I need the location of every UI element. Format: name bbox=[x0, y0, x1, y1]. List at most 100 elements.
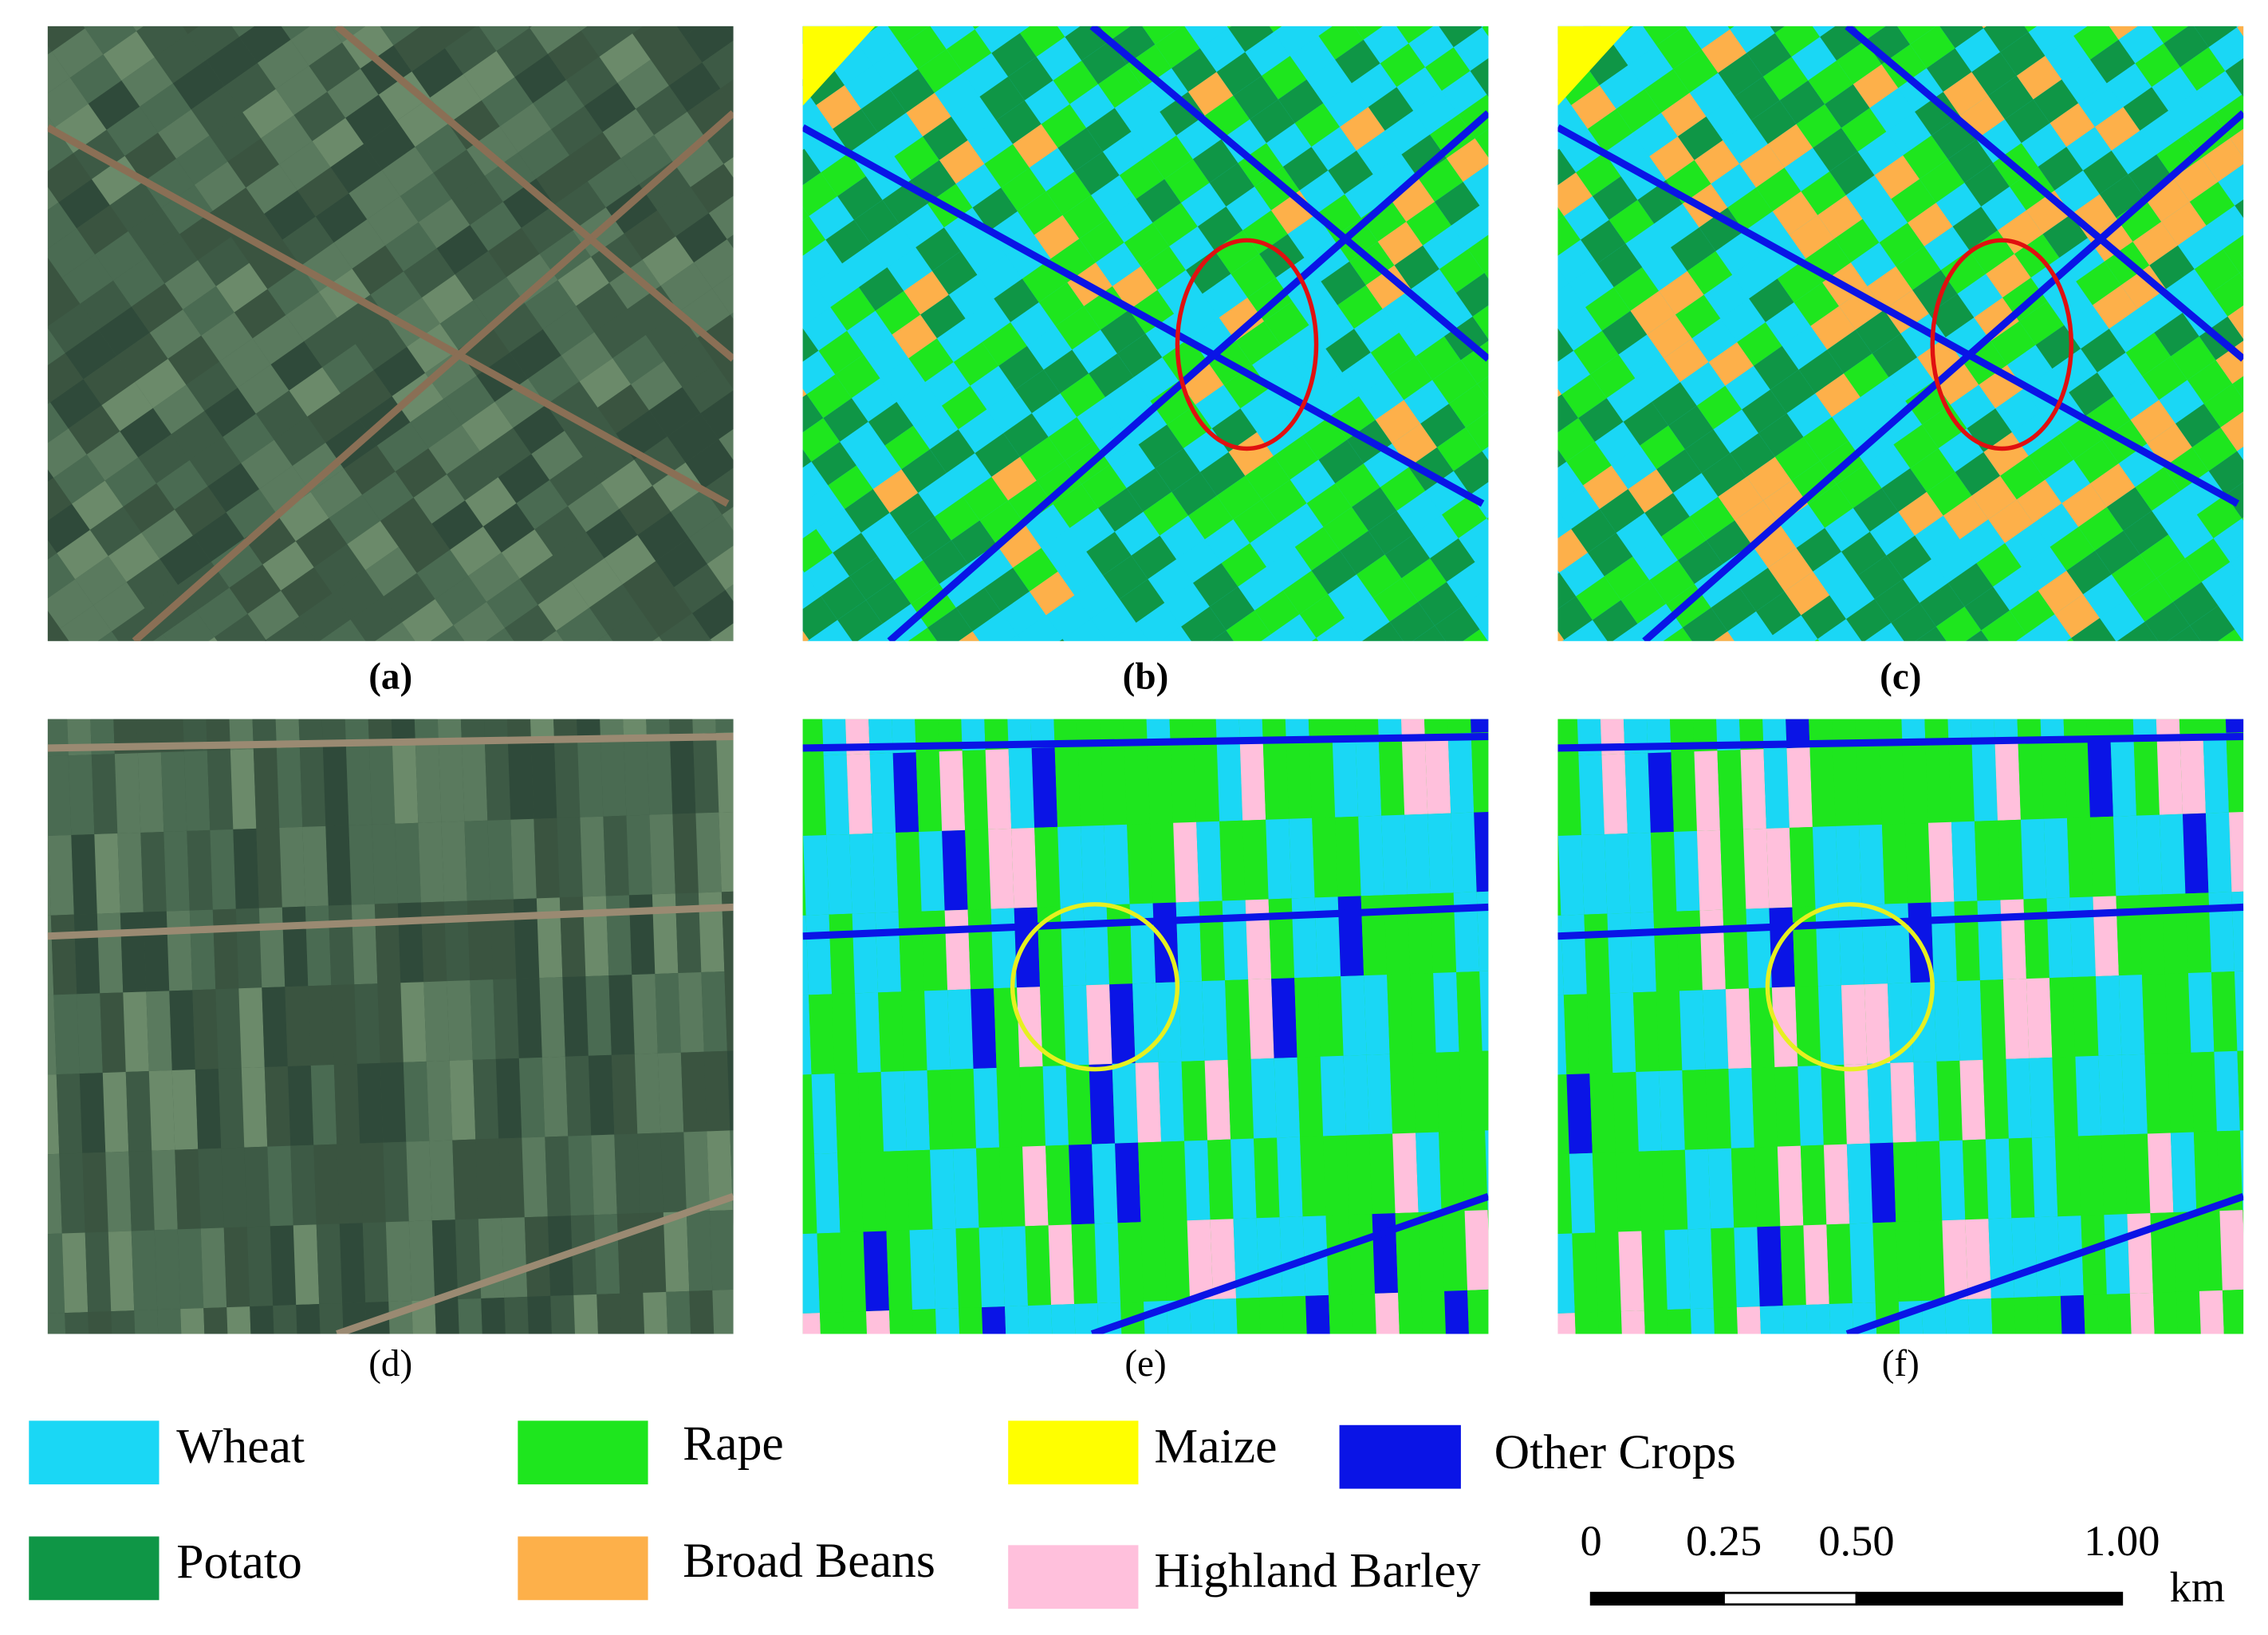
field bbox=[1228, 431, 1274, 476]
field bbox=[2133, 645, 2178, 689]
field bbox=[1335, 816, 1361, 897]
field bbox=[2052, 1056, 2078, 1137]
field bbox=[375, 26, 427, 45]
field bbox=[1372, 1213, 1399, 1294]
field bbox=[1535, 570, 1561, 651]
field bbox=[975, 433, 1021, 477]
field bbox=[2179, 733, 2206, 814]
field bbox=[2045, 36, 2090, 80]
legend-swatch bbox=[29, 1536, 159, 1601]
field bbox=[755, 468, 806, 518]
field bbox=[884, 1150, 910, 1231]
field bbox=[1214, 719, 1240, 743]
field bbox=[388, 297, 440, 347]
field bbox=[533, 80, 585, 130]
field bbox=[1926, 48, 1972, 93]
field bbox=[207, 750, 234, 830]
field bbox=[979, 500, 1025, 545]
field bbox=[1222, 900, 1249, 981]
field bbox=[1825, 84, 1870, 128]
field bbox=[597, 719, 624, 737]
field bbox=[152, 1149, 178, 1231]
field bbox=[158, 109, 210, 160]
field bbox=[1881, 44, 1927, 89]
field bbox=[1491, 917, 1517, 998]
field bbox=[996, 1066, 1023, 1148]
road bbox=[1845, 26, 2244, 362]
field bbox=[420, 901, 447, 983]
field bbox=[1825, 508, 1870, 552]
field bbox=[702, 39, 734, 89]
field bbox=[1748, 987, 1775, 1068]
field bbox=[88, 80, 140, 130]
field bbox=[948, 274, 994, 319]
field bbox=[1045, 171, 1092, 215]
field bbox=[1857, 132, 1904, 175]
field bbox=[1526, 1234, 1551, 1314]
field bbox=[1092, 1143, 1118, 1224]
field bbox=[699, 0, 750, 13]
field bbox=[2014, 719, 2042, 741]
field bbox=[2078, 83, 2124, 128]
field bbox=[333, 219, 386, 269]
field bbox=[1959, 1059, 1986, 1141]
field bbox=[261, 115, 313, 165]
field bbox=[819, 1312, 846, 1334]
field bbox=[0, 678, 22, 758]
field bbox=[1029, 148, 1075, 192]
field bbox=[918, 473, 963, 517]
field bbox=[642, 236, 695, 286]
field bbox=[750, 0, 801, 16]
field bbox=[1720, 298, 1766, 343]
field bbox=[892, 314, 937, 359]
field bbox=[1418, 1211, 1445, 1292]
field bbox=[1317, 976, 1344, 1057]
field bbox=[1881, 468, 1927, 512]
field bbox=[1305, 662, 1349, 706]
field bbox=[1051, 663, 1096, 707]
legend-swatch bbox=[1339, 1424, 1461, 1489]
field bbox=[1413, 514, 1459, 558]
field bbox=[2021, 546, 2067, 591]
field bbox=[890, 719, 916, 754]
field bbox=[1471, 1369, 1496, 1450]
field bbox=[1498, 101, 1542, 145]
field bbox=[1018, 615, 1063, 641]
field bbox=[47, 915, 54, 996]
field bbox=[735, 16, 786, 65]
field bbox=[282, 906, 309, 987]
field bbox=[1995, 388, 2041, 432]
field bbox=[1881, 823, 1908, 904]
field bbox=[19, 677, 45, 758]
field bbox=[1916, 1141, 1943, 1222]
field bbox=[672, 813, 699, 894]
field bbox=[1837, 40, 1882, 85]
field bbox=[868, 1390, 894, 1471]
field bbox=[1278, 79, 1324, 124]
field bbox=[1635, 358, 1680, 402]
field bbox=[465, 477, 517, 527]
field bbox=[134, 1310, 160, 1334]
field bbox=[297, 719, 323, 748]
field bbox=[0, 652, 45, 701]
field bbox=[1557, 104, 1588, 149]
field bbox=[1925, 743, 1951, 823]
field bbox=[816, 509, 861, 553]
field bbox=[158, 719, 184, 753]
field bbox=[901, 449, 947, 494]
field bbox=[1311, 127, 1356, 171]
field bbox=[0, 518, 17, 599]
field bbox=[1444, 1290, 1471, 1334]
field bbox=[88, 1311, 114, 1334]
field bbox=[2199, 1290, 2226, 1334]
field bbox=[754, 757, 780, 837]
field bbox=[1093, 26, 1139, 41]
field bbox=[71, 833, 97, 915]
field bbox=[530, 739, 557, 819]
field bbox=[2054, 1136, 2081, 1217]
field bbox=[541, 1056, 569, 1137]
field bbox=[1003, 413, 1049, 457]
field bbox=[564, 407, 616, 457]
field bbox=[2175, 0, 2220, 24]
field bbox=[1857, 555, 1904, 600]
